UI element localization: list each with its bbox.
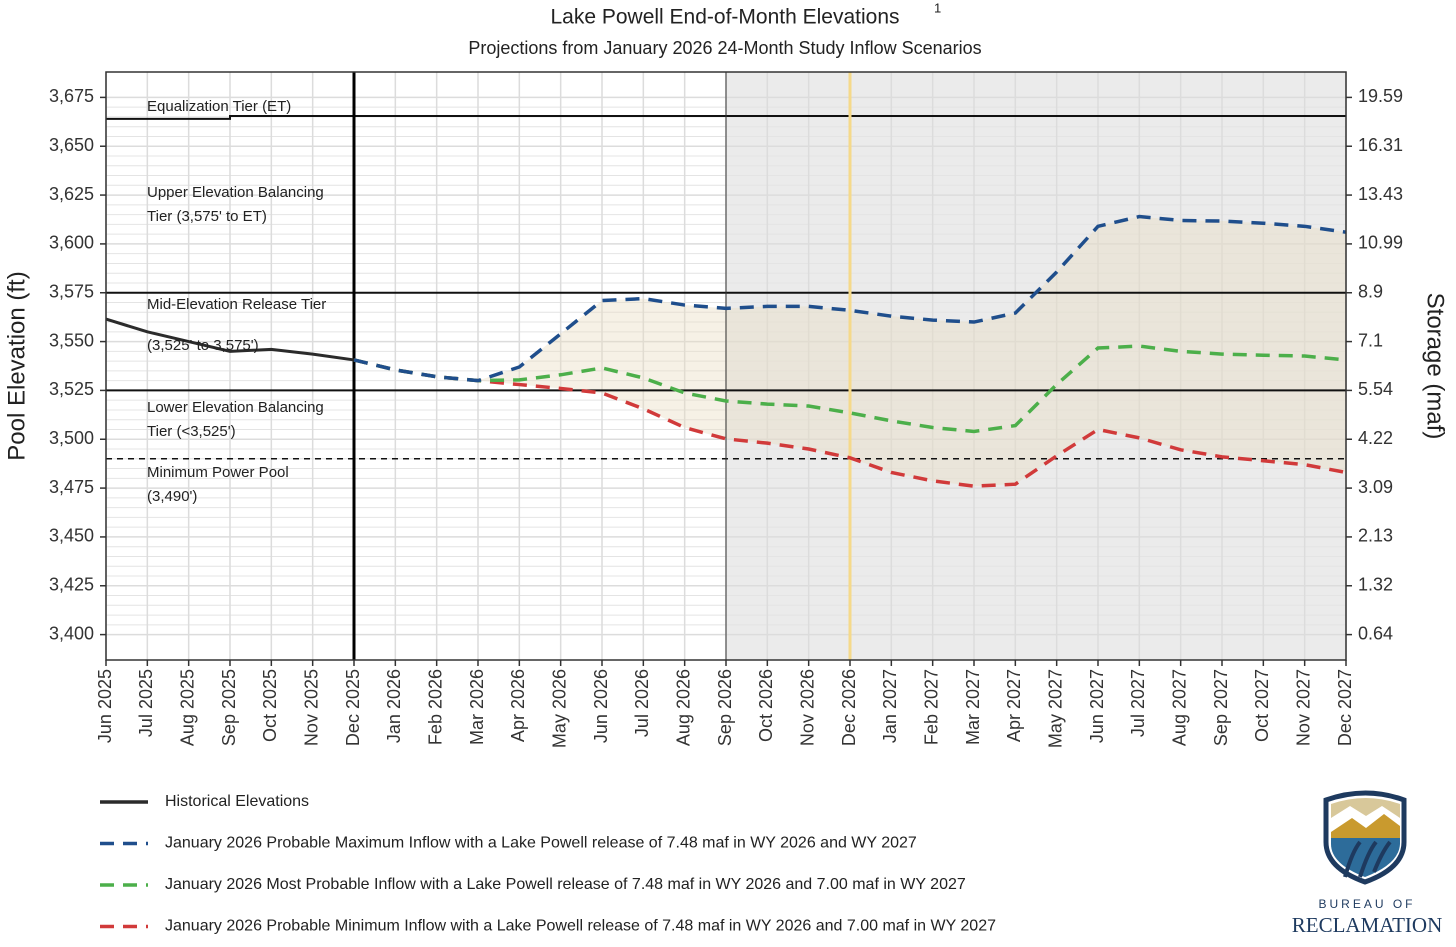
x-tick-label: Mar 2027 [963, 669, 983, 745]
series-line [353, 358, 1347, 488]
logo-sky [1331, 798, 1400, 818]
x-tick-label: Aug 2025 [177, 669, 197, 746]
x-tick-label: Jul 2027 [1128, 669, 1148, 737]
x-tick-label: Nov 2027 [1293, 669, 1313, 746]
tier-label: Tier (3,575' to ET) [147, 208, 267, 225]
series-line [353, 344, 1347, 434]
x-tick-label: Jan 2026 [384, 669, 404, 743]
x-tick-label: Nov 2025 [301, 669, 321, 746]
x-tick-label: Feb 2027 [921, 669, 941, 745]
tier-label: Equalization Tier (ET) [147, 98, 291, 115]
x-tick-label: Nov 2026 [797, 669, 817, 746]
x-tick-label: Dec 2027 [1335, 669, 1355, 746]
legend-label: January 2026 Most Probable Inflow with a… [165, 876, 966, 893]
tier-label: (3,525' to 3,575') [147, 337, 259, 354]
annotations: Equalization Tier (ET) Upper Elevation B… [147, 98, 326, 505]
logo-waves [1343, 840, 1392, 878]
tier-label: Upper Elevation Balancing [147, 184, 324, 201]
y2-tick-label: 5.54 [1358, 379, 1393, 399]
y2-tick-label: 19.59 [1358, 86, 1403, 106]
x-tick-label: Jan 2027 [880, 669, 900, 743]
logo: BUREAU OF RECLAMATION [1292, 790, 1443, 937]
x-tick-label: Feb 2026 [425, 669, 445, 745]
y-tick-label: 3,575 [49, 281, 94, 301]
y2-tick-label: 10.99 [1358, 233, 1403, 253]
x-tick-label: Dec 2025 [343, 669, 363, 746]
y2-tick-label: 13.43 [1358, 184, 1403, 204]
x-tick-label: Dec 2026 [839, 669, 859, 746]
x-tick-label: Jul 2025 [136, 669, 156, 737]
x-tick-label: Jun 2026 [591, 669, 611, 743]
y-tick-label: 3,525 [49, 379, 94, 399]
title-note: 1 [934, 0, 941, 15]
y2-tick-label: 8.9 [1358, 281, 1383, 301]
x-tick-label: Apr 2026 [508, 669, 528, 742]
y-tick-label: 3,450 [49, 526, 94, 546]
chart-subtitle: Projections from January 2026 24-Month S… [468, 38, 981, 58]
equalization-tier-line [106, 114, 1346, 120]
legend-label: January 2026 Probable Maximum Inflow wit… [165, 835, 917, 852]
y-tick-label: 3,500 [49, 428, 94, 448]
logo-line2: RECLAMATION [1292, 913, 1443, 937]
x-tick-label: May 2026 [549, 669, 569, 748]
x-tick-label: Sep 2027 [1211, 669, 1231, 746]
x-tick-label: Oct 2027 [1252, 669, 1272, 742]
y2-tick-label: 3.09 [1358, 477, 1393, 497]
chart-title: Lake Powell End-of-Month Elevations [550, 6, 899, 29]
x-tick-label: Aug 2027 [1169, 669, 1189, 746]
x-tick-label: Sep 2026 [715, 669, 735, 746]
x-tick-label: May 2027 [1045, 669, 1065, 748]
x-tick-label: Jun 2027 [1087, 669, 1107, 743]
legend-label: January 2026 Probable Minimum Inflow wit… [165, 918, 996, 935]
logo-mountain [1331, 814, 1400, 838]
tier-label: (3,490') [147, 488, 197, 505]
y2-tick-label: 2.13 [1358, 526, 1393, 546]
series-line [105, 317, 355, 362]
x-tick-label: Oct 2025 [260, 669, 280, 742]
y2-tick-label: 16.31 [1358, 135, 1403, 155]
x-tick-label: Sep 2025 [219, 669, 239, 746]
y-tick-label: 3,625 [49, 184, 94, 204]
y2-tick-label: 4.22 [1358, 428, 1393, 448]
y-axis-title: Pool Elevation (ft) [3, 271, 30, 460]
logo-line1: BUREAU OF [1318, 897, 1415, 911]
x-tick-label: Mar 2026 [467, 669, 487, 745]
y-tick-label: 3,400 [49, 623, 94, 643]
y2-axis-title: Storage (maf) [1422, 293, 1449, 440]
x-tick-label: Jul 2026 [632, 669, 652, 737]
y-tick-label: 3,650 [49, 135, 94, 155]
y-tick-label: 3,475 [49, 477, 94, 497]
y-tick-label: 3,425 [49, 575, 94, 595]
y-tick-label: 3,600 [49, 233, 94, 253]
y-tick-label: 3,675 [49, 86, 94, 106]
legend-label: Historical Elevations [165, 793, 309, 810]
series-line [353, 214, 1347, 383]
tier-label: Mid-Elevation Release Tier [147, 296, 326, 313]
x-tick-label: Apr 2027 [1004, 669, 1024, 742]
y2-tick-label: 7.1 [1358, 330, 1383, 350]
y-tick-label: 3,550 [49, 330, 94, 350]
tier-label: Minimum Power Pool [147, 464, 289, 481]
shaded-region [726, 72, 1346, 660]
y2-tick-label: 0.64 [1358, 623, 1393, 643]
y2-tick-label: 1.32 [1358, 575, 1393, 595]
x-tick-label: Oct 2026 [756, 669, 776, 742]
tier-label: Lower Elevation Balancing [147, 399, 324, 416]
tier-label: Tier (<3,525') [147, 423, 236, 440]
x-tick-label: Jun 2025 [95, 669, 115, 743]
x-tick-label: Aug 2026 [673, 669, 693, 746]
plot-area: 3,400 0.64 3,425 1.32 3,450 2.13 3,475 3.09 3,50… [49, 71, 1403, 748]
